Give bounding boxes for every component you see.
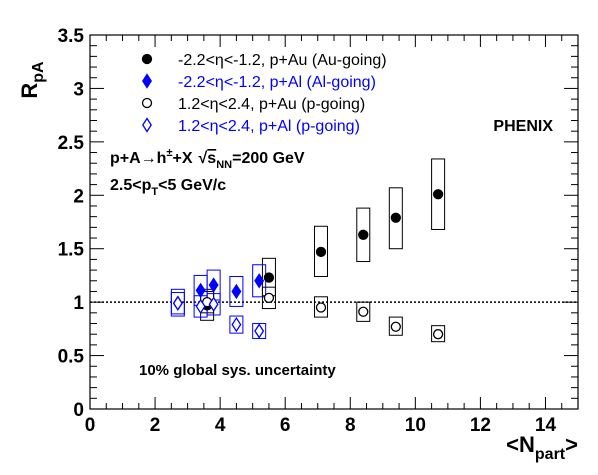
data-point <box>232 285 240 298</box>
y-tick-label: 1 <box>73 293 84 314</box>
x-tick-label: 10 <box>405 415 426 436</box>
y-tick-label: 3 <box>73 79 84 100</box>
reaction-arrow: → <box>141 150 157 167</box>
legend-label: 1.2<η<2.4, p+Al (p-going) <box>178 118 360 135</box>
y-axis-title-main: R <box>17 83 42 99</box>
plot-frame <box>90 35 578 409</box>
legend-marker <box>143 55 152 64</box>
data-point <box>264 273 273 282</box>
data-point <box>434 190 443 199</box>
x-tick-label: 6 <box>280 415 291 436</box>
y-tick-label: 2 <box>73 186 84 207</box>
x-tick-label: 4 <box>215 415 226 436</box>
data-point <box>391 213 400 222</box>
legend-marker <box>143 119 151 132</box>
y-tick-label: 2.5 <box>58 133 85 154</box>
legend-marker <box>143 75 151 88</box>
reaction-c: +X <box>173 150 193 167</box>
x-tick-label: 8 <box>345 415 356 436</box>
x-tick-label: 0 <box>85 415 96 436</box>
experiment-label: PHENIX <box>493 118 553 135</box>
data-point <box>316 303 325 312</box>
legend-marker <box>143 99 152 108</box>
x-axis-title-sub: part <box>535 446 566 463</box>
reaction-a: p+A <box>110 150 141 167</box>
y-axis-title: RpA <box>17 61 47 99</box>
reaction-energy: =200 GeV <box>232 150 305 167</box>
x-axis-title-end: > <box>565 432 578 457</box>
data-point <box>232 318 240 331</box>
x-axis-title-main: <N <box>506 432 535 457</box>
reaction-s: s <box>207 150 216 167</box>
pt-range-b: <5 GeV/c <box>158 177 226 194</box>
x-tick-label: 14 <box>535 415 557 436</box>
data-point <box>434 330 443 339</box>
data-point <box>359 307 368 316</box>
x-tick-label: 2 <box>150 415 161 436</box>
reaction-label: p+A→h±+X √sNN=200 GeV <box>110 147 305 171</box>
data-point <box>391 322 400 331</box>
legend-label: 1.2<η<2.4, p+Au (p-going) <box>178 96 365 113</box>
global-uncertainty-note: 10% global sys. uncertainty <box>139 362 336 379</box>
pt-range-label: 2.5<pT<5 GeV/c <box>110 177 226 198</box>
reaction-b: h <box>157 150 167 167</box>
x-axis-title: <Npart> <box>506 432 578 463</box>
y-tick-label: 3.5 <box>58 26 85 47</box>
y-axis-title-sub: pA <box>30 61 47 83</box>
data-point <box>264 293 273 302</box>
y-tick-label: 0 <box>73 400 84 421</box>
pt-range-a: 2.5<p <box>110 177 152 194</box>
reaction-sqrt: √ <box>199 150 208 167</box>
y-tick-label: 1.5 <box>58 240 85 261</box>
data-point <box>174 297 182 310</box>
data-point <box>255 324 263 337</box>
x-tick-label: 12 <box>470 415 491 436</box>
data-point <box>196 284 204 297</box>
data-point <box>316 247 325 256</box>
legend-label: -2.2<η<-1.2, p+Au (Au-going) <box>178 52 387 69</box>
svg-text:RpA: RpA <box>17 61 47 99</box>
data-point <box>359 230 368 239</box>
legend-label: -2.2<η<-1.2, p+Al (Al-going) <box>178 74 376 91</box>
reaction-s-sub: NN <box>216 159 232 171</box>
y-tick-label: 0.5 <box>58 347 85 368</box>
